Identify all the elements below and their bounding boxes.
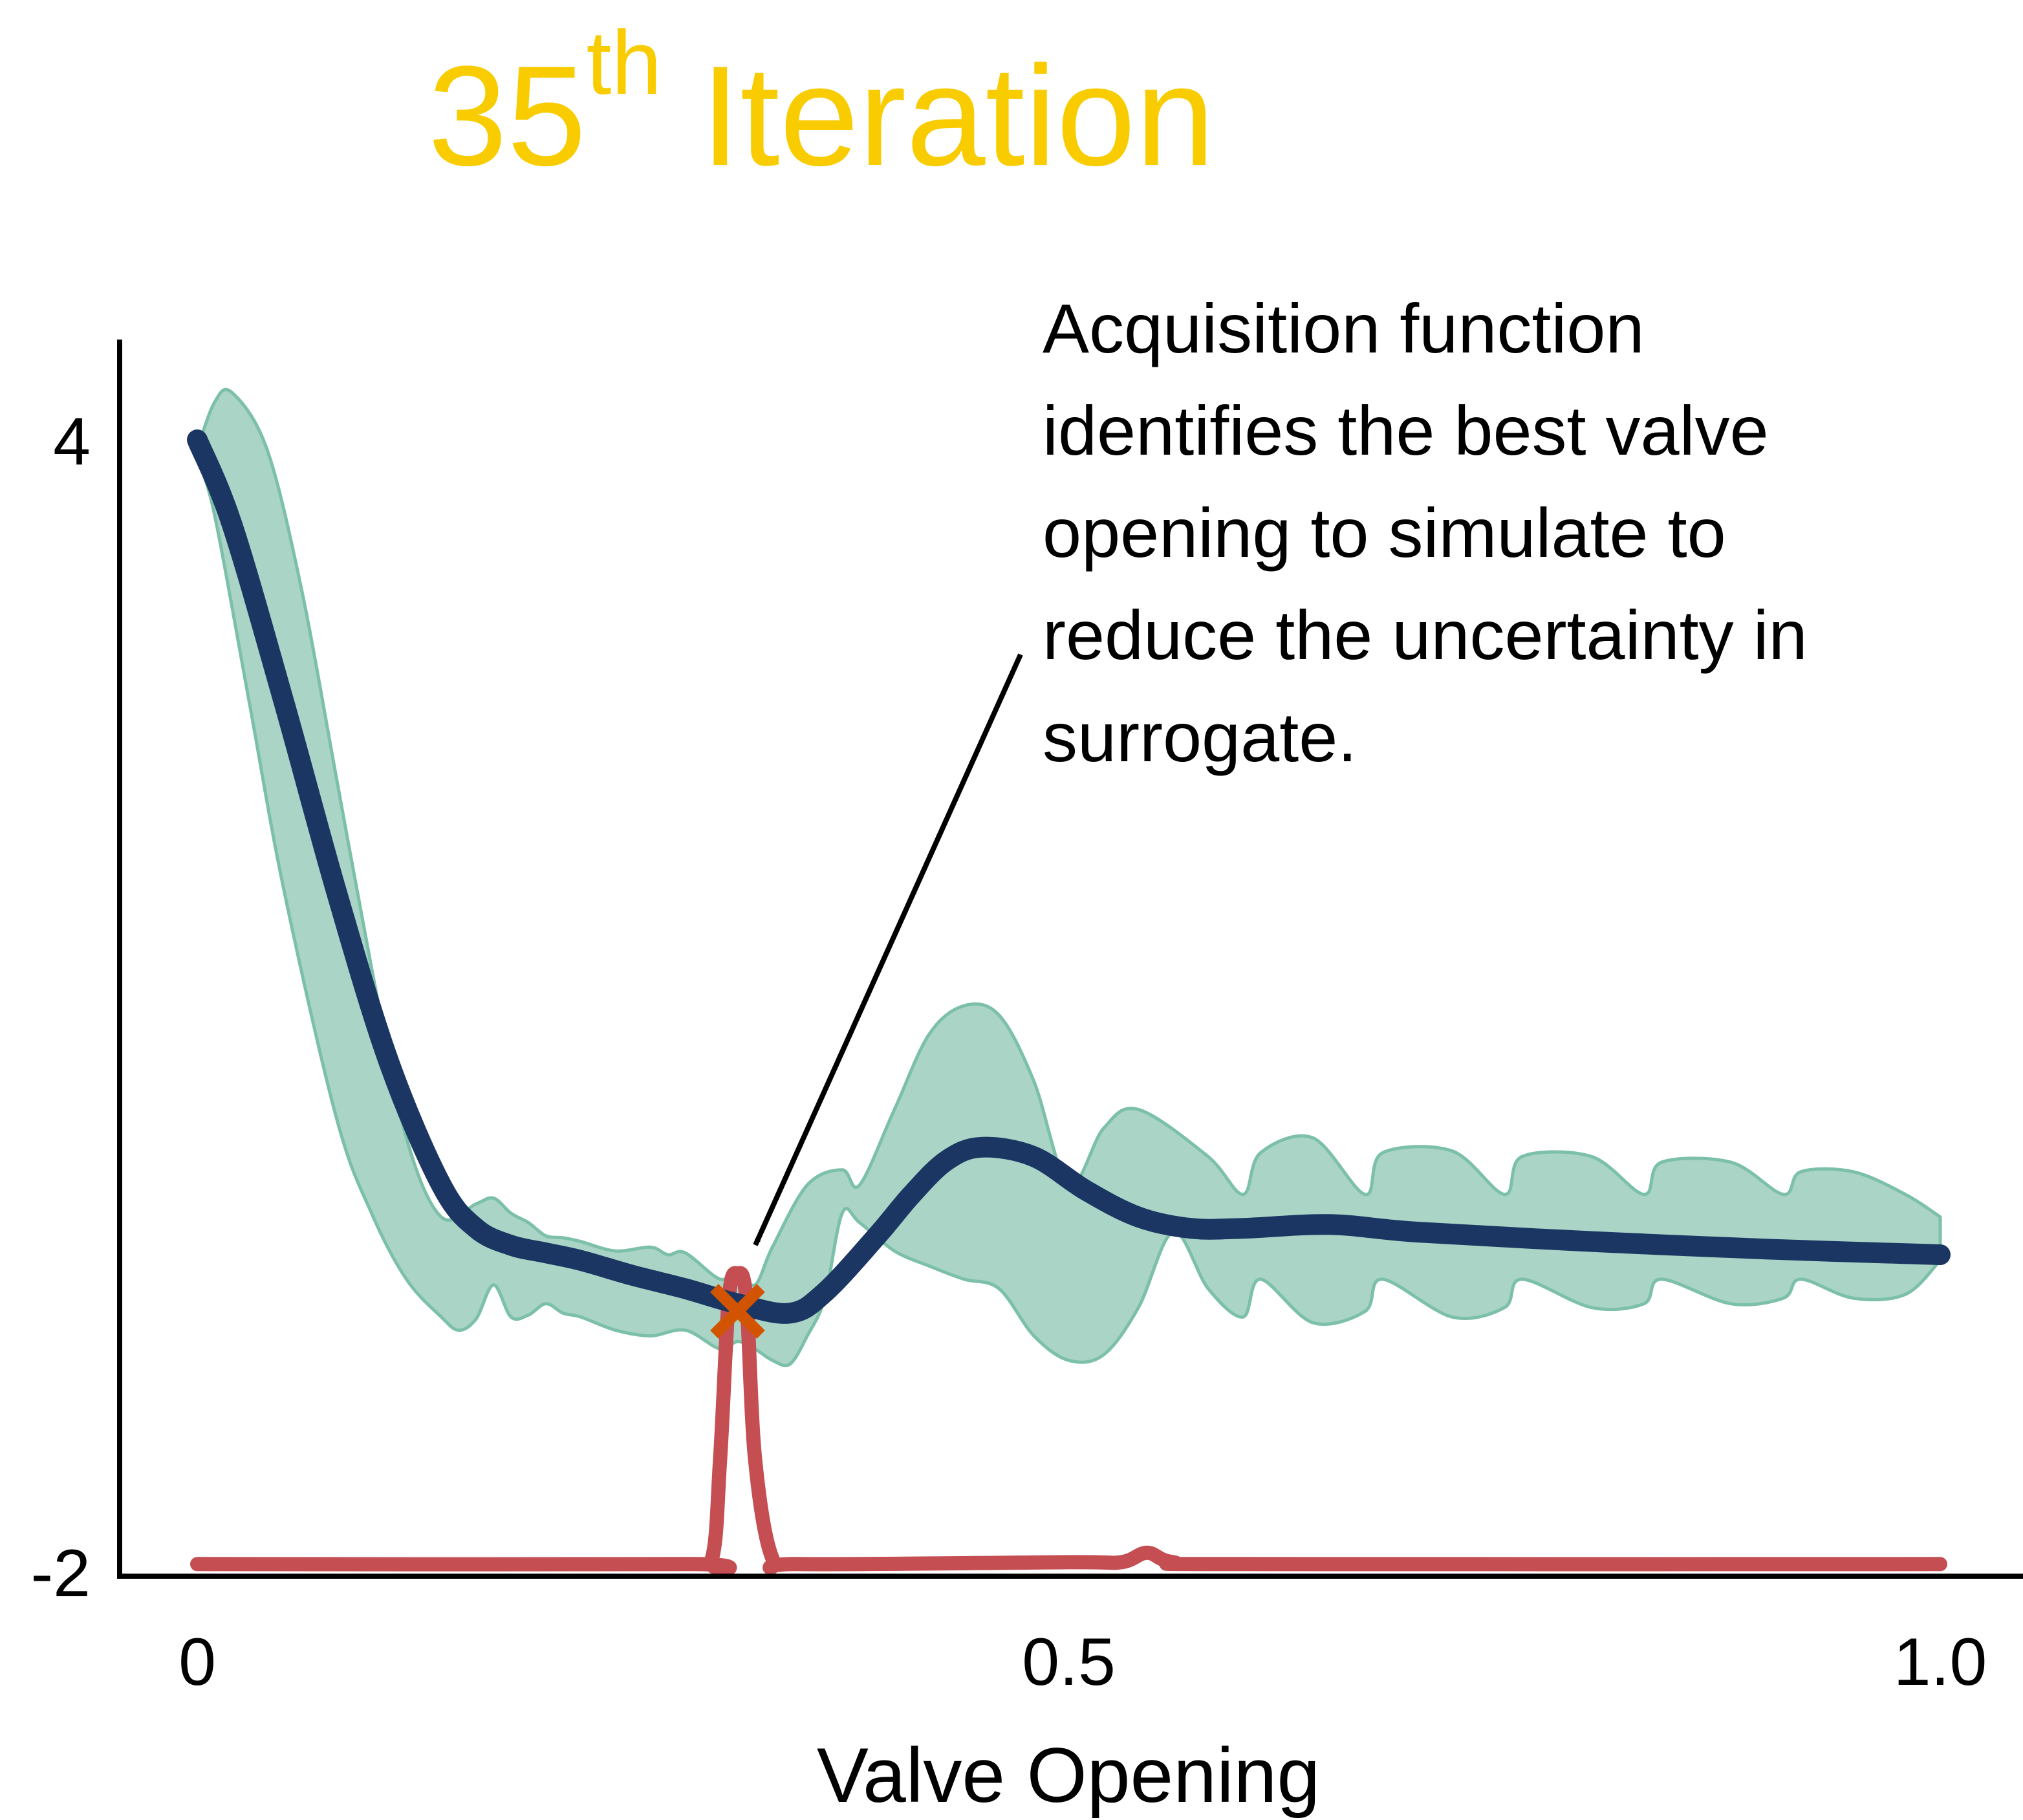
selected-point-layer xyxy=(710,1284,765,1339)
title-superscript: th xyxy=(587,12,662,113)
x-tick-labels: 0 0.5 1.0 xyxy=(178,1625,1987,1700)
surrogate-mean-layer xyxy=(187,429,1951,1324)
x-axis-label: Valve Opening xyxy=(817,1732,1320,1819)
annotation-line: Acquisition function xyxy=(1043,289,1645,367)
annotation-text: Acquisition function identifies the best … xyxy=(1043,289,1808,776)
surrogate-mean-line xyxy=(187,429,1951,1324)
y-tick-labels: 4 -2 xyxy=(31,404,91,1611)
title-number: 35 xyxy=(428,36,587,195)
annotation-line: identifies the best valve xyxy=(1043,391,1769,470)
x-tick-label: 1.0 xyxy=(1894,1625,1987,1700)
y-tick-label: 4 xyxy=(53,404,91,479)
selected-point-marker xyxy=(710,1284,765,1339)
annotation-arrow xyxy=(753,653,1023,1246)
annotation-line: opening to simulate to xyxy=(1043,493,1726,572)
uncertainty-band-layer xyxy=(195,387,1942,1367)
y-tick-label: -2 xyxy=(31,1536,91,1611)
annotation-line: surrogate. xyxy=(1043,698,1357,776)
x-tick-label: 0.5 xyxy=(1022,1625,1116,1700)
acquisition-function-line xyxy=(190,1266,1947,1576)
annotation-line: reduce the uncertainty in xyxy=(1043,596,1808,674)
chart-title: 35th Iteration xyxy=(428,12,1215,195)
acquisition-function-layer xyxy=(190,1266,1947,1576)
title-text: Iteration xyxy=(700,36,1215,195)
uncertainty-band xyxy=(195,387,1942,1367)
x-tick-label: 0 xyxy=(178,1625,216,1700)
